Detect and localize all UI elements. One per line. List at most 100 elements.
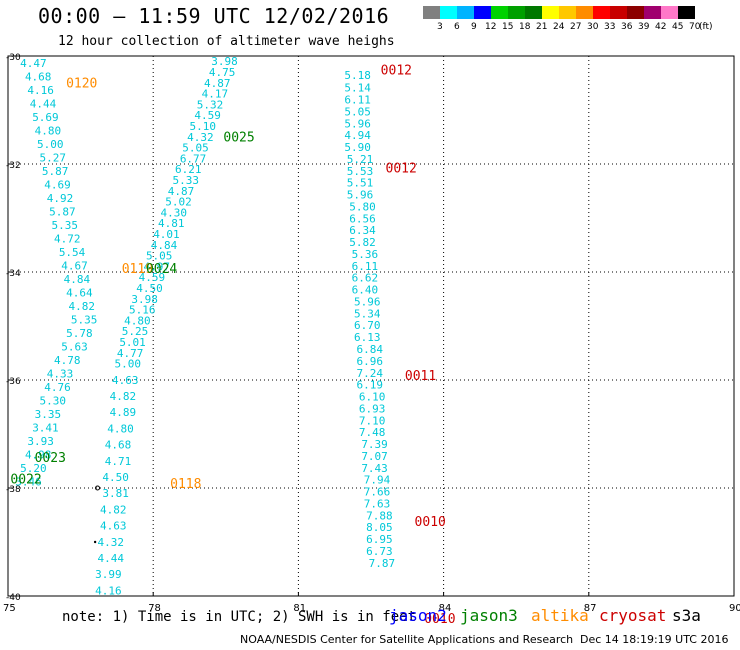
swh-value: 4.82 (100, 503, 127, 516)
swh-value: 3.46 (15, 475, 42, 488)
swh-value: 5.35 (52, 219, 78, 232)
swh-value: 6.93 (359, 402, 386, 415)
color-scale-swatch (508, 6, 525, 19)
swh-value: 5.78 (66, 327, 93, 340)
swh-value: 5.32 (197, 98, 224, 111)
swh-value: 6.19 (356, 379, 383, 392)
swh-value: 5.27 (39, 151, 66, 164)
swh-value: 5.96 (354, 295, 381, 308)
swh-value: 8.05 (366, 521, 393, 534)
latitude-tick-label: -36 (6, 377, 21, 387)
latitude-tick-label: -40 (6, 593, 21, 603)
color-scale-label: 30 (587, 22, 599, 32)
swh-value: 5.20 (20, 462, 46, 475)
swh-value: 5.16 (129, 304, 156, 317)
swh-value: 7.94 (364, 474, 391, 487)
swh-value: 5.34 (354, 307, 381, 320)
pass-label: 0012 (386, 162, 417, 177)
swh-value: 4.72 (54, 232, 80, 245)
swh-value: 4.84 (64, 273, 91, 286)
map-frame (7, 55, 735, 597)
longitude-tick-label: 81 (293, 603, 306, 614)
swh-value: 5.21 (347, 153, 374, 166)
color-scale-swatch (525, 6, 542, 19)
swh-value: 6.62 (352, 272, 379, 285)
longitude-tick-label: 78 (148, 603, 161, 614)
swh-value: 4.30 (160, 206, 187, 219)
swh-value: 6.95 (366, 533, 393, 546)
swh-value: 4.78 (54, 354, 80, 367)
swh-value: 5.51 (347, 177, 374, 190)
swh-value: 4.71 (105, 455, 132, 468)
swh-value: 4.80 (107, 422, 134, 435)
swh-value: 4.59 (194, 109, 221, 122)
swh-value: 5.10 (190, 120, 217, 133)
swh-value: 3.99 (95, 568, 122, 581)
color-scale-swatch (457, 6, 474, 19)
legend-jason2: jason2 (389, 606, 447, 625)
longitude-tick-label: 87 (584, 603, 597, 614)
swh-value: 5.18 (344, 69, 371, 82)
swh-value: 4.82 (69, 300, 96, 313)
color-scale-label: 42 (655, 22, 667, 32)
swh-value: 7.48 (359, 426, 386, 439)
swh-value: 5.25 (122, 325, 148, 338)
swh-value: 3.98 (131, 293, 158, 306)
swh-value: 7.87 (369, 557, 396, 570)
swh-value: 5.82 (349, 236, 376, 249)
swh-value: 5.33 (173, 174, 200, 187)
color-scale-swatch (423, 6, 440, 19)
swh-value: 6.10 (359, 391, 386, 404)
generated-timestamp: Dec 14 18:19:19 UTC 2016 (580, 633, 729, 646)
swh-value: 4.98 (25, 448, 52, 461)
latitude-tick-label: -32 (6, 161, 21, 171)
swh-value: 7.43 (361, 462, 388, 475)
color-scale-label: 70 (689, 22, 701, 32)
color-scale-label: 24 (553, 22, 565, 32)
color-scale-swatch (474, 6, 491, 19)
swh-value: 7.39 (361, 438, 388, 451)
swh-value: 4.80 (35, 124, 62, 137)
swh-value: 4.92 (47, 192, 74, 205)
pass-label: 0011 (405, 369, 436, 384)
color-scale-swatch (593, 6, 610, 19)
swh-value: 4.44 (30, 97, 57, 110)
legend-s3a: s3a (672, 606, 701, 625)
color-scale-swatch (661, 6, 678, 19)
swh-value: 4.82 (110, 390, 137, 403)
color-scale-label: 27 (570, 22, 582, 32)
pass-label: 0120 (66, 76, 97, 91)
color-scale-label: 3 (437, 22, 443, 32)
swh-value: 5.14 (344, 82, 371, 95)
pass-label: 0012 (381, 63, 412, 78)
pass-label: 0010 (415, 515, 446, 530)
legend-jason3: jason3 (460, 606, 518, 625)
color-scale-label: 9 (471, 22, 477, 32)
swh-value: 5.35 (71, 313, 98, 326)
swh-value: 6.73 (366, 545, 393, 558)
legend-altika: altika (531, 606, 589, 625)
swh-value: 4.80 (124, 314, 151, 327)
swh-value: 3.41 (32, 421, 59, 434)
latitude-tick-label: -30 (6, 53, 21, 63)
swh-value: 3.98 (211, 55, 238, 68)
swh-value: 4.69 (44, 178, 71, 191)
swh-value: 4.33 (47, 367, 74, 380)
swh-value: 5.69 (32, 111, 59, 124)
longitude-tick-label: 75 (3, 603, 16, 614)
swh-value: 7.88 (366, 509, 393, 522)
swh-value: 4.63 (100, 520, 127, 533)
pass-label: 0118 (170, 477, 201, 492)
swh-value: 6.11 (352, 260, 379, 273)
swh-value: 5.80 (349, 200, 376, 213)
swh-value: 7.63 (364, 497, 391, 510)
color-scale-bar (423, 6, 695, 19)
swh-value: 4.16 (95, 584, 122, 597)
credit-text: NOAA/NESDIS Center for Satellite Applica… (240, 633, 574, 646)
swh-value: 7.07 (361, 450, 388, 463)
color-scale-label: 33 (604, 22, 616, 32)
swh-value: 4.64 (66, 286, 93, 299)
color-scale-swatch (627, 6, 644, 19)
swh-value: 5.05 (182, 142, 209, 155)
swh-value: 4.32 (187, 131, 214, 144)
